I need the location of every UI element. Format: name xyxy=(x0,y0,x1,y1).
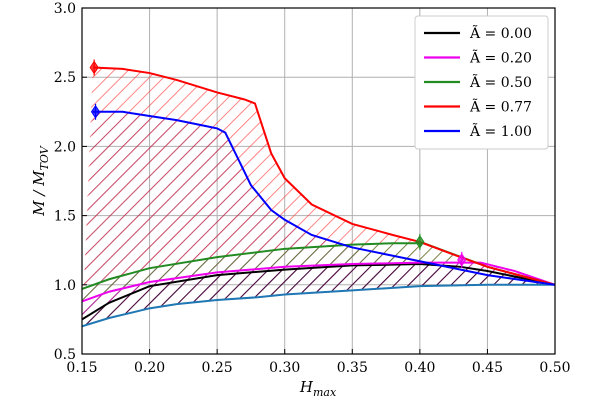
y-tick-label: 1.5 xyxy=(54,209,76,225)
y-axis-label-main: M / M xyxy=(30,170,48,217)
y-axis-label: M / MTOV xyxy=(30,145,51,216)
y-tick-label: 3.0 xyxy=(54,1,76,17)
legend-box xyxy=(414,15,549,150)
x-axis-label-text: Hmax xyxy=(299,378,337,399)
x-tick-label: 0.50 xyxy=(539,360,570,376)
legend-label: Ã = 0.00 xyxy=(469,24,532,42)
legend: Ã = 0.00 Ã = 0.20 Ã = 0.50 Ã = 0.77 Ã = 1.00 xyxy=(414,15,549,150)
y-tick-label: 0.5 xyxy=(54,347,76,363)
plot-frame xyxy=(81,7,556,355)
x-tick-label: 0.40 xyxy=(404,360,435,376)
x-tick-label: 0.30 xyxy=(269,360,300,376)
diamond-marker xyxy=(457,252,467,267)
series-line xyxy=(82,261,555,303)
series-markers xyxy=(89,59,467,268)
diamond-marker xyxy=(89,60,99,75)
x-axis-label: Hmax xyxy=(299,378,337,399)
x-tick-label: 0.15 xyxy=(66,360,97,376)
lower-boundary-line xyxy=(82,283,555,328)
y-axis-label-text: M / MTOV xyxy=(30,145,51,216)
series-line xyxy=(92,66,555,286)
diamond-marker xyxy=(90,104,101,119)
y-axis-label-sub: TOV xyxy=(38,145,51,170)
legend-label: Ã = 0.77 xyxy=(469,98,532,116)
series-line xyxy=(92,110,555,286)
y-tick-label: 2.0 xyxy=(54,139,76,155)
legend-label: Ã = 0.50 xyxy=(469,73,532,91)
y-tick-label: 2.5 xyxy=(54,70,76,86)
series-lines xyxy=(82,66,555,328)
x-tick-label: 0.20 xyxy=(134,360,165,376)
x-axis-label-main: H xyxy=(299,378,314,396)
x-axis-label-sub: max xyxy=(313,386,337,399)
diamond-marker xyxy=(415,234,425,249)
hatched-region xyxy=(82,264,555,327)
x-tick-label: 0.35 xyxy=(337,360,368,376)
x-tick-label: 0.25 xyxy=(202,360,233,376)
x-tick-label: 0.45 xyxy=(472,360,503,376)
y-tick-label: 1.0 xyxy=(54,278,76,294)
axis-ticks: 0.15 0.20 0.25 0.30 0.35 0.40 0.45 0.50 0.5 1.0 1.… xyxy=(54,1,571,376)
legend-label: Ã = 1.00 xyxy=(469,122,532,140)
legend-label: Ã = 0.20 xyxy=(469,49,532,67)
series-line xyxy=(82,263,555,321)
